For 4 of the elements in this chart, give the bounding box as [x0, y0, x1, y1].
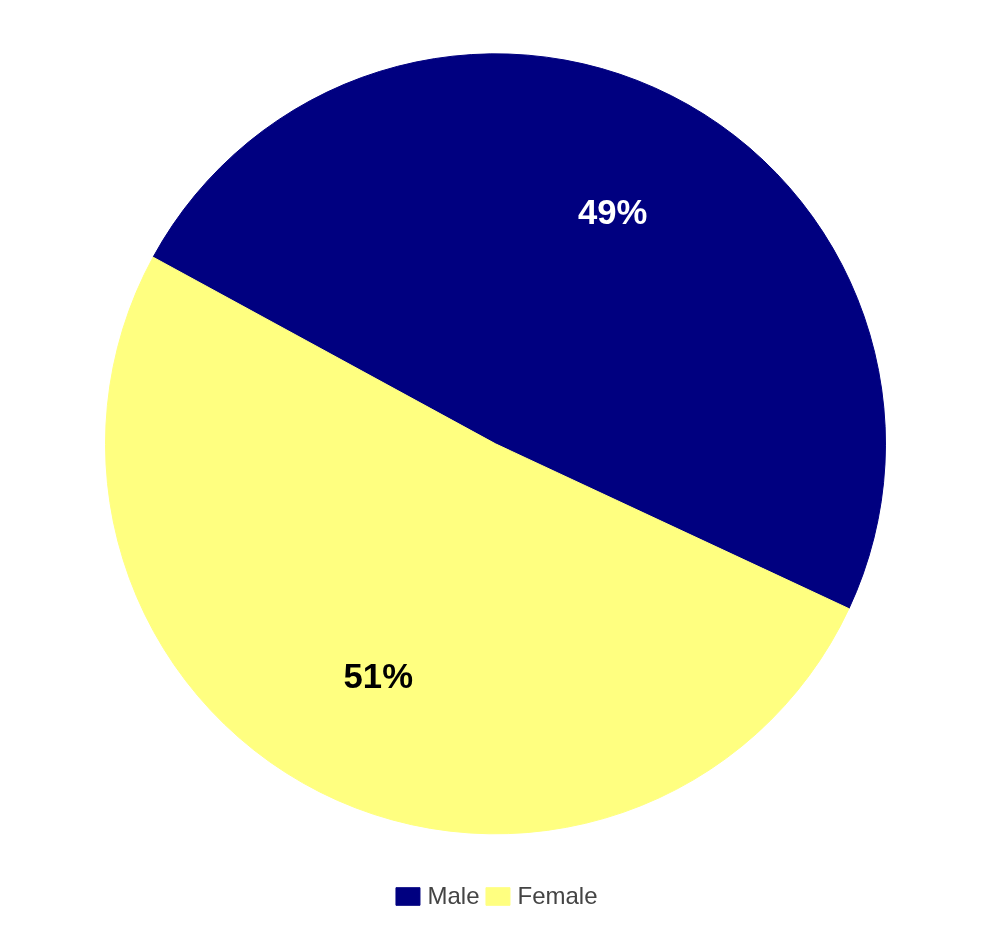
data-label: 49% [578, 192, 648, 231]
data-label: 51% [343, 656, 413, 695]
legend-label: Female [517, 882, 598, 910]
legend-label: Male [427, 882, 480, 910]
